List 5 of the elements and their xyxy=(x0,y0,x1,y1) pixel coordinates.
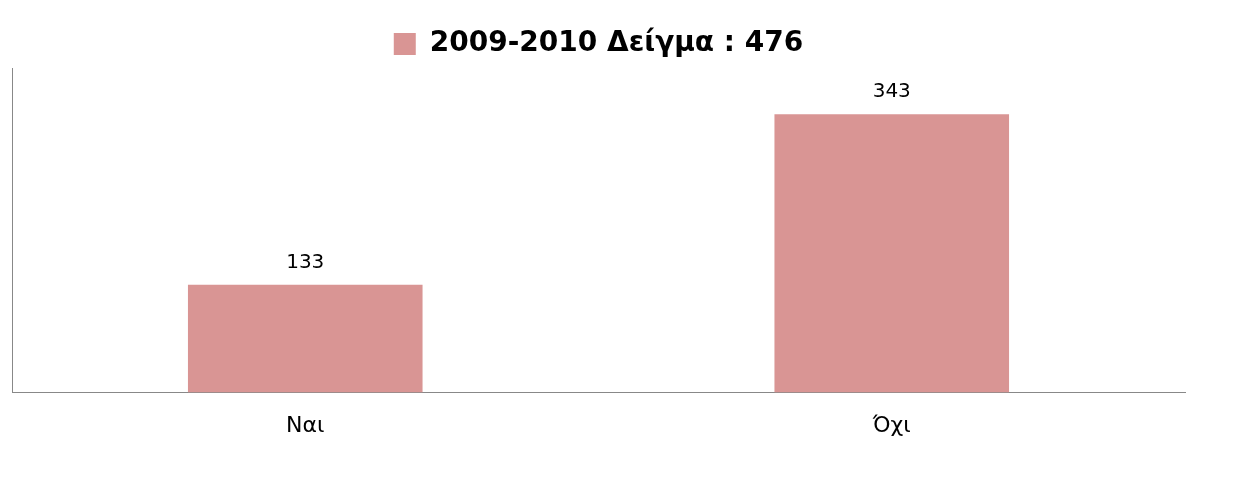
data-label: 133 xyxy=(286,248,325,273)
data-label: 343 xyxy=(872,78,911,103)
x-tick-label: Όχι xyxy=(871,411,911,437)
x-tick-label: Ναι xyxy=(286,411,325,437)
legend-label: 2009-2010 Δείγμα : 476 xyxy=(429,25,804,59)
